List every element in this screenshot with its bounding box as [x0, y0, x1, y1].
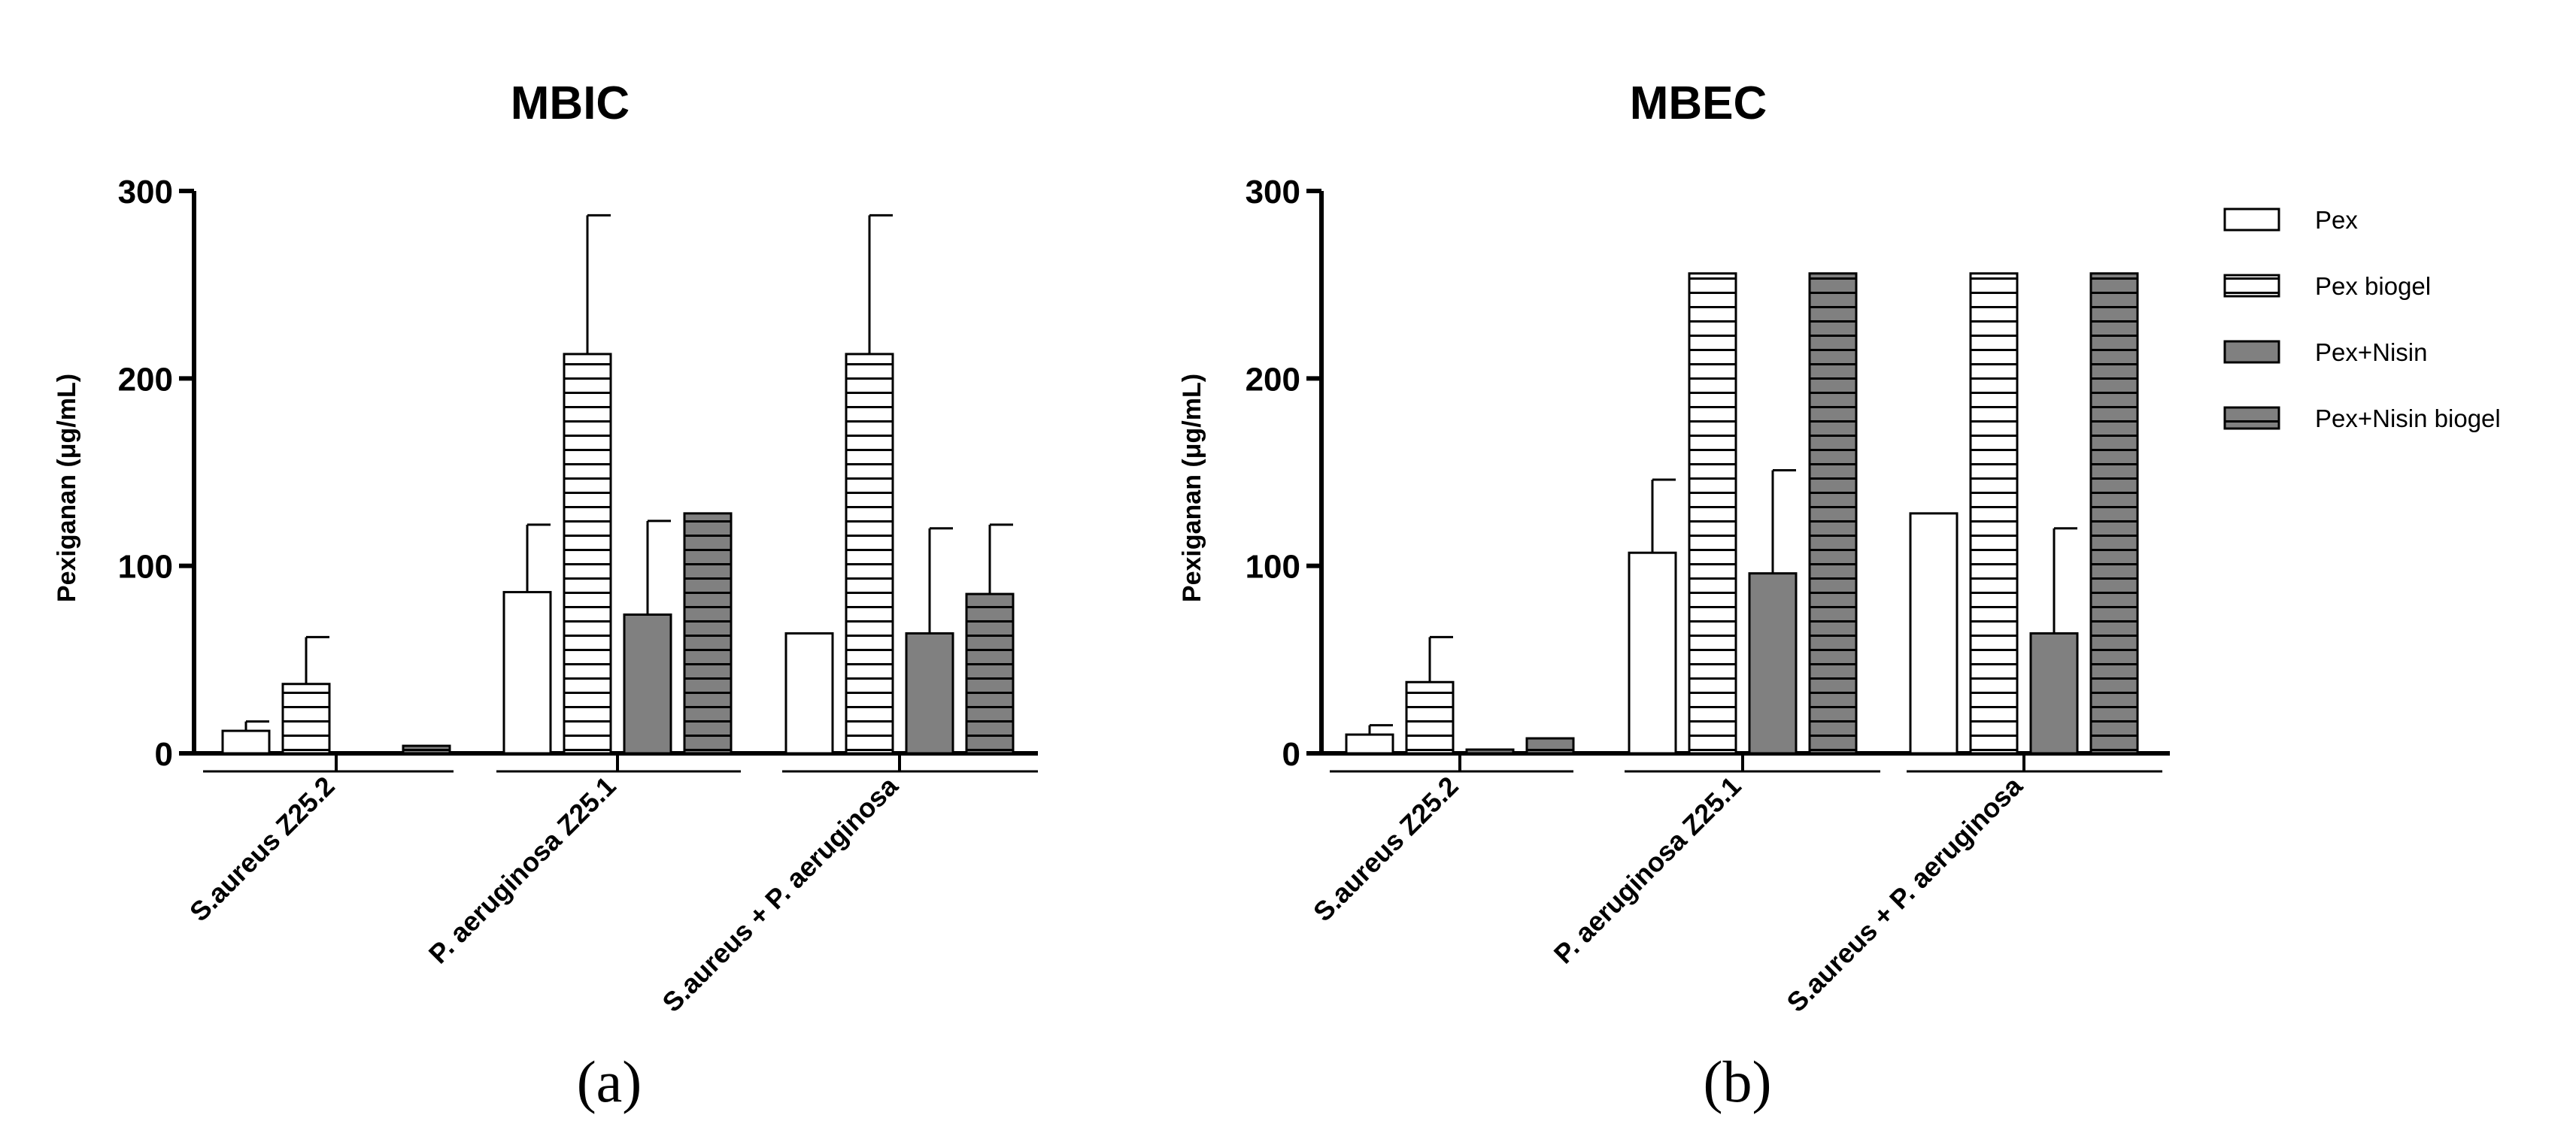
- bar-pex-biogel: [1969, 272, 2019, 755]
- bar-pex: [1628, 551, 1677, 755]
- legend-label: Pex+Nisin: [2315, 338, 2427, 366]
- bar-pex-nisin: [1748, 572, 1798, 755]
- bar-pex-biogel: [563, 353, 612, 755]
- x-tick-label: P. aeruginosa Z25.1: [423, 771, 622, 970]
- legend-label: Pex: [2315, 206, 2358, 234]
- legend-label: Pex biogel: [2315, 272, 2431, 300]
- chart-title: MBEC: [1630, 77, 1767, 129]
- bar-pex-nisin: [905, 632, 954, 755]
- bar-pex-biogel: [281, 683, 331, 755]
- bar-pex-biogel: [1405, 680, 1455, 755]
- legend-swatch: [2223, 208, 2280, 232]
- bar-pex: [1345, 733, 1394, 755]
- y-tick-label: 100: [1246, 549, 1300, 586]
- bar-pex-nisin: [2029, 632, 2079, 755]
- chart-mbic: MBIC Pexiganan (μg/mL) 0 100 200 300 S.aureu…: [53, 77, 1038, 1114]
- bar-pex-nisin-biogel: [2089, 272, 2139, 755]
- y-tick-label: 300: [1246, 174, 1300, 211]
- bar-pex-nisin: [623, 613, 672, 755]
- bar-pex-nisin-biogel: [1808, 272, 1858, 755]
- bar-pex-biogel: [845, 353, 894, 755]
- bar-pex-nisin-biogel: [683, 512, 733, 755]
- bar-pex: [784, 632, 834, 755]
- x-tick-label: S.aureus Z25.2: [1307, 771, 1464, 928]
- y-tick-label: 200: [118, 361, 173, 398]
- legend-swatch: [2223, 274, 2280, 298]
- legend-label: Pex+Nisin biogel: [2315, 404, 2501, 432]
- y-axis-label: Pexiganan (μg/mL): [1178, 374, 1206, 602]
- panel-label: (a): [577, 1049, 642, 1114]
- y-axis-label: Pexiganan (μg/mL): [53, 374, 81, 602]
- bar-pex: [221, 729, 271, 755]
- x-tick-label: S.aureus Z25.2: [184, 771, 341, 928]
- y-tick-label: 300: [118, 174, 173, 211]
- bar-pex: [1909, 512, 1959, 755]
- y-tick-label: 0: [1282, 736, 1300, 773]
- plot-area: 0 100 200 300 S.aureus Z25.2 P. aeruginosa Z2…: [118, 174, 1038, 1018]
- bar-pex-nisin: [1465, 748, 1515, 755]
- x-tick-label: S.aureus + P. aeruginosa: [656, 770, 904, 1018]
- bar-pex: [502, 591, 552, 755]
- bar-pex-nisin-biogel: [402, 744, 451, 755]
- bar-pex-nisin-biogel: [965, 592, 1015, 755]
- bar-pex-biogel: [1688, 272, 1737, 755]
- chart-title: MBIC: [511, 77, 630, 129]
- bar-pex-nisin-biogel: [1525, 737, 1575, 755]
- chart-mbec: MBEC Pexiganan (μg/mL) 0 100 200 300 S.aureu…: [1178, 77, 2170, 1114]
- y-tick-label: 0: [155, 736, 173, 773]
- x-tick-label: S.aureus + P. aeruginosa: [1780, 770, 2028, 1018]
- y-tick-label: 100: [118, 549, 173, 586]
- panel-label: (b): [1704, 1049, 1772, 1114]
- x-tick-label: P. aeruginosa Z25.1: [1548, 771, 1747, 970]
- legend-swatch: [2223, 406, 2280, 430]
- y-tick-label: 200: [1246, 361, 1300, 398]
- legend: Pex Pex biogel Pex+Nisin Pex+Nisin biogel: [2223, 206, 2501, 432]
- legend-swatch: [2223, 340, 2280, 364]
- plot-area: 0 100 200 300 S.aureus Z25.2 P. aeruginosa Z2…: [1246, 174, 2162, 1018]
